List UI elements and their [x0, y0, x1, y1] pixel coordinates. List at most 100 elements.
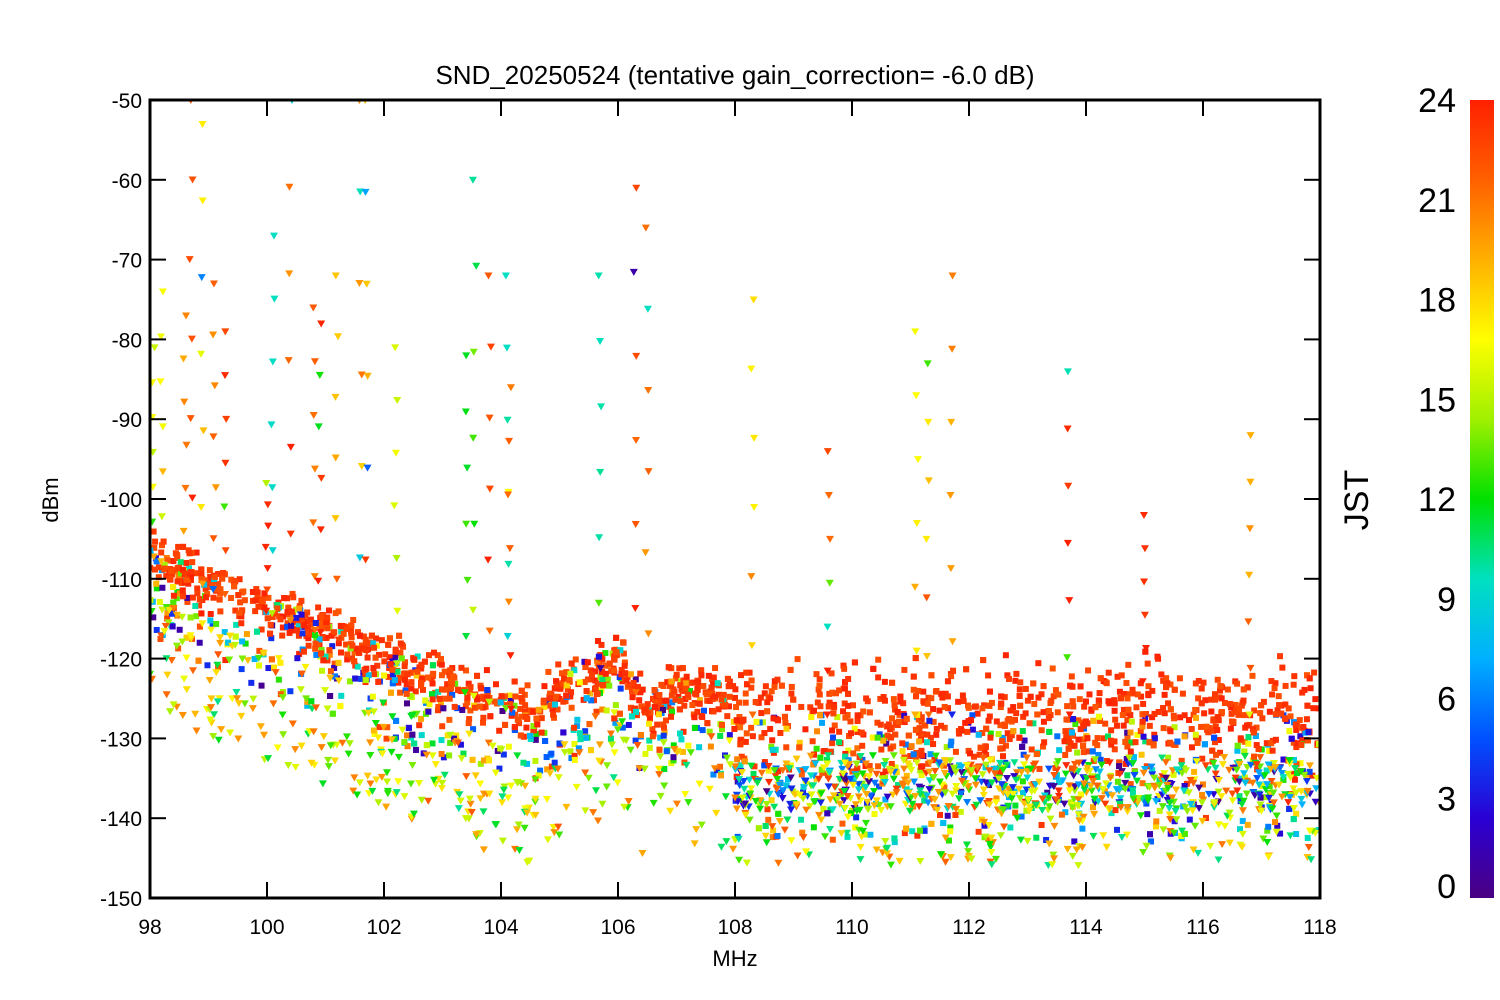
- data-point: [962, 719, 969, 726]
- data-point: [872, 770, 881, 778]
- data-point: [506, 692, 513, 699]
- data-point: [1269, 799, 1278, 807]
- data-point: [815, 811, 824, 819]
- data-point: [1171, 818, 1178, 825]
- data-point: [1279, 664, 1286, 671]
- data-point: [620, 639, 627, 646]
- peak-column: [179, 312, 191, 579]
- data-point: [233, 621, 240, 628]
- data-point: [1201, 741, 1208, 748]
- data-point: [1315, 741, 1320, 748]
- data-point: [785, 765, 794, 773]
- data-point: [559, 680, 566, 687]
- data-point: [830, 783, 839, 791]
- data-point: [602, 662, 609, 669]
- data-point: [646, 715, 653, 722]
- data-point: [311, 632, 318, 639]
- data-point: [852, 824, 859, 831]
- data-point: [551, 701, 558, 708]
- data-point: [550, 829, 559, 837]
- data-point: [902, 741, 909, 748]
- data-point: [1016, 836, 1025, 844]
- peak-column: [747, 296, 759, 719]
- data-point: [1033, 751, 1040, 758]
- data-point: [856, 752, 865, 760]
- data-point: [391, 344, 400, 352]
- data-point: [947, 418, 956, 426]
- data-point: [488, 742, 497, 750]
- data-point: [351, 658, 358, 665]
- data-point: [924, 711, 933, 719]
- peak-column: [284, 100, 295, 625]
- data-point: [369, 693, 376, 700]
- data-point: [979, 786, 988, 794]
- data-point: [378, 750, 387, 758]
- data-point: [941, 789, 950, 797]
- data-point: [947, 742, 954, 749]
- data-point: [787, 837, 796, 845]
- data-point: [641, 707, 648, 714]
- data-point: [623, 677, 630, 684]
- data-point: [948, 272, 957, 280]
- data-point: [1194, 849, 1203, 857]
- data-point: [216, 596, 223, 603]
- data-point: [164, 619, 173, 627]
- data-point: [1090, 757, 1097, 764]
- data-point: [636, 697, 643, 704]
- data-point: [392, 789, 401, 797]
- data-point: [429, 662, 436, 669]
- data-point: [479, 846, 488, 854]
- data-point: [234, 700, 243, 708]
- data-point: [721, 793, 730, 801]
- data-point: [164, 609, 171, 616]
- data-point: [947, 828, 954, 835]
- data-point: [1218, 695, 1225, 702]
- data-point: [685, 742, 692, 749]
- data-point: [847, 718, 854, 725]
- data-point: [668, 713, 675, 720]
- data-point: [270, 295, 279, 303]
- data-point: [163, 671, 172, 679]
- data-point: [1239, 770, 1248, 778]
- data-point: [1211, 770, 1220, 778]
- data-point: [872, 797, 881, 805]
- data-point: [643, 711, 652, 719]
- data-point: [301, 622, 308, 629]
- data-point: [238, 613, 245, 620]
- data-point: [446, 716, 453, 723]
- data-point: [421, 658, 428, 665]
- data-point: [1263, 838, 1272, 846]
- data-point: [255, 603, 262, 610]
- data-point: [1005, 675, 1012, 682]
- data-point: [342, 733, 351, 741]
- data-point: [940, 769, 949, 777]
- data-point: [504, 598, 513, 606]
- data-point: [1140, 611, 1149, 619]
- data-point: [1105, 698, 1112, 705]
- data-point: [923, 792, 932, 800]
- data-point: [1252, 761, 1261, 769]
- data-point: [1127, 729, 1134, 736]
- data-point: [798, 816, 805, 823]
- data-point: [362, 636, 369, 643]
- y-axis-label: dBm: [38, 477, 63, 522]
- data-point: [997, 722, 1004, 729]
- data-point: [997, 704, 1004, 711]
- data-point: [286, 443, 295, 451]
- data-point: [1099, 832, 1108, 840]
- data-point: [1291, 776, 1298, 783]
- data-point: [401, 670, 408, 677]
- data-point: [467, 707, 474, 714]
- data-point: [1009, 791, 1018, 799]
- data-point: [733, 717, 740, 724]
- data-point: [356, 649, 363, 656]
- data-point: [271, 669, 280, 677]
- data-point: [1165, 754, 1172, 761]
- data-point: [775, 810, 782, 817]
- data-point: [264, 615, 271, 622]
- data-point: [209, 433, 218, 441]
- data-point: [581, 678, 588, 685]
- data-point: [828, 806, 837, 814]
- data-point: [317, 744, 326, 752]
- data-point: [156, 598, 163, 605]
